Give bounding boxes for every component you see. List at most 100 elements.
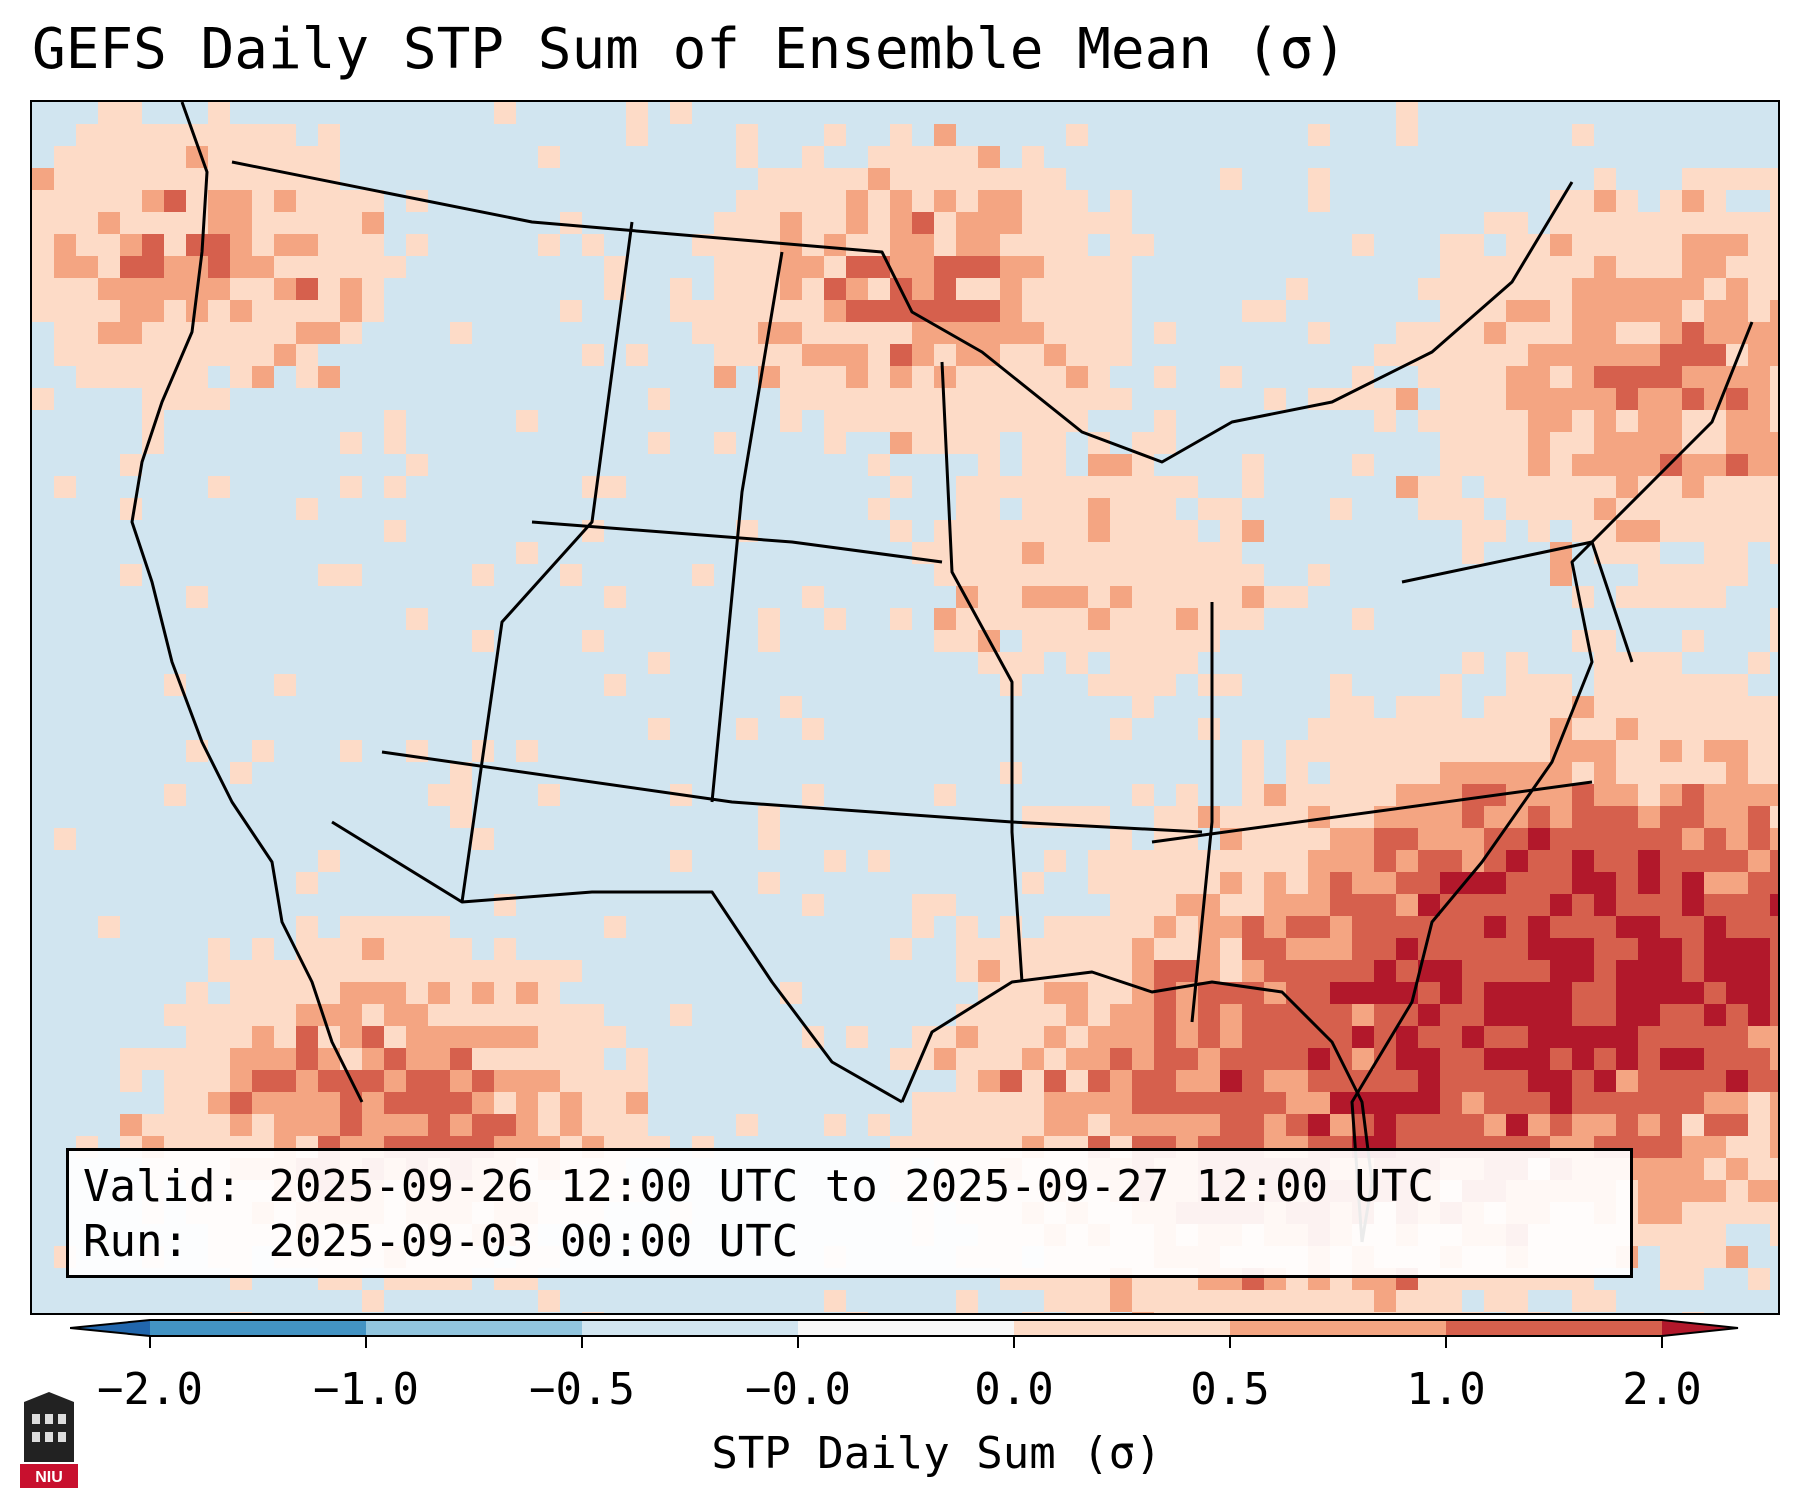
heatmap-cell (626, 1004, 649, 1027)
heatmap-cell (1088, 1048, 1111, 1071)
heatmap-cell (76, 256, 99, 279)
heatmap-cell (32, 1158, 55, 1181)
heatmap-cell (1022, 1026, 1045, 1049)
heatmap-cell (714, 366, 737, 389)
heatmap-cell (1418, 542, 1441, 565)
heatmap-cell (1616, 696, 1639, 719)
heatmap-cell (846, 234, 869, 257)
heatmap-cell (1396, 784, 1419, 807)
heatmap-cell (1264, 740, 1287, 763)
heatmap-cell (1484, 894, 1507, 917)
heatmap-cell (296, 102, 319, 125)
heatmap-cell (1506, 366, 1529, 389)
heatmap-cell (1748, 388, 1771, 411)
heatmap-cell (912, 564, 935, 587)
heatmap-cell (1594, 476, 1617, 499)
heatmap-cell (1022, 300, 1045, 323)
heatmap-cell (1594, 696, 1617, 719)
heatmap-cell (1550, 1312, 1573, 1313)
heatmap-cell (164, 718, 187, 741)
heatmap-cell (362, 432, 385, 455)
heatmap-cell (1176, 696, 1199, 719)
heatmap-cell (1198, 542, 1221, 565)
heatmap-cell (274, 520, 297, 543)
heatmap-cell (186, 828, 209, 851)
heatmap-cell (1132, 410, 1155, 433)
heatmap-cell (1066, 784, 1089, 807)
heatmap-cell (1572, 212, 1595, 235)
heatmap-cell (54, 938, 77, 961)
heatmap-cell (1374, 718, 1397, 741)
heatmap-cell (1000, 1114, 1023, 1137)
heatmap-cell (978, 696, 1001, 719)
heatmap-cell (1154, 410, 1177, 433)
heatmap-cell (1374, 300, 1397, 323)
heatmap-cell (1286, 564, 1309, 587)
heatmap-cell (1550, 344, 1573, 367)
heatmap-cell (736, 256, 759, 279)
heatmap-cell (32, 322, 55, 345)
heatmap-cell (692, 1290, 715, 1313)
heatmap-cell (1286, 1290, 1309, 1313)
heatmap-cell (736, 278, 759, 301)
heatmap-cell (32, 1224, 55, 1247)
heatmap-cell (1154, 146, 1177, 169)
heatmap-cell (1770, 454, 1778, 477)
heatmap-cell (802, 1092, 825, 1115)
heatmap-cell (582, 806, 605, 829)
heatmap-cell (956, 410, 979, 433)
heatmap-cell (1748, 608, 1771, 631)
heatmap-cell (1528, 982, 1551, 1005)
heatmap-cell (274, 564, 297, 587)
heatmap-cell (1440, 696, 1463, 719)
heatmap-cell (626, 916, 649, 939)
heatmap-cell (1264, 190, 1287, 213)
heatmap-cell (164, 1092, 187, 1115)
heatmap-cell (890, 586, 913, 609)
heatmap-cell (1682, 1246, 1705, 1269)
heatmap-cell (802, 586, 825, 609)
heatmap-cell (1418, 740, 1441, 763)
heatmap-cell (1066, 1026, 1089, 1049)
heatmap-cell (1484, 1048, 1507, 1071)
heatmap-cell (1044, 388, 1067, 411)
heatmap-cell (714, 256, 737, 279)
heatmap-cell (604, 718, 627, 741)
heatmap-cell (1550, 212, 1573, 235)
heatmap-cell (956, 850, 979, 873)
heatmap-cell (1110, 916, 1133, 939)
heatmap-cell (1264, 1070, 1287, 1093)
heatmap-cell (1418, 146, 1441, 169)
heatmap-cell (32, 608, 55, 631)
heatmap-cell (560, 366, 583, 389)
heatmap-cell (1748, 1246, 1771, 1269)
heatmap-cell (230, 454, 253, 477)
heatmap-cell (1198, 388, 1221, 411)
heatmap-cell (494, 102, 517, 125)
heatmap-cell (1616, 542, 1639, 565)
heatmap-cell (186, 410, 209, 433)
heatmap-cell (494, 366, 517, 389)
heatmap-cell (296, 938, 319, 961)
heatmap-cell (1374, 432, 1397, 455)
heatmap-cell (1594, 982, 1617, 1005)
heatmap-cell (252, 278, 275, 301)
heatmap-cell (252, 124, 275, 147)
heatmap-cell (516, 564, 539, 587)
heatmap-cell (1110, 498, 1133, 521)
heatmap-cell (780, 806, 803, 829)
heatmap-cell (1176, 718, 1199, 741)
heatmap-cell (1132, 1092, 1155, 1115)
heatmap-cell (384, 278, 407, 301)
heatmap-cell (714, 410, 737, 433)
heatmap-cell (1396, 300, 1419, 323)
heatmap-cell (1506, 146, 1529, 169)
state-line-8 (1151, 780, 1593, 844)
heatmap-cell (1528, 564, 1551, 587)
heatmap-cell (54, 652, 77, 675)
heatmap-cell (1066, 1092, 1089, 1115)
heatmap-cell (362, 1092, 385, 1115)
heatmap-cell (1044, 1048, 1067, 1071)
heatmap-cell (1308, 1048, 1331, 1071)
heatmap-cell (802, 410, 825, 433)
